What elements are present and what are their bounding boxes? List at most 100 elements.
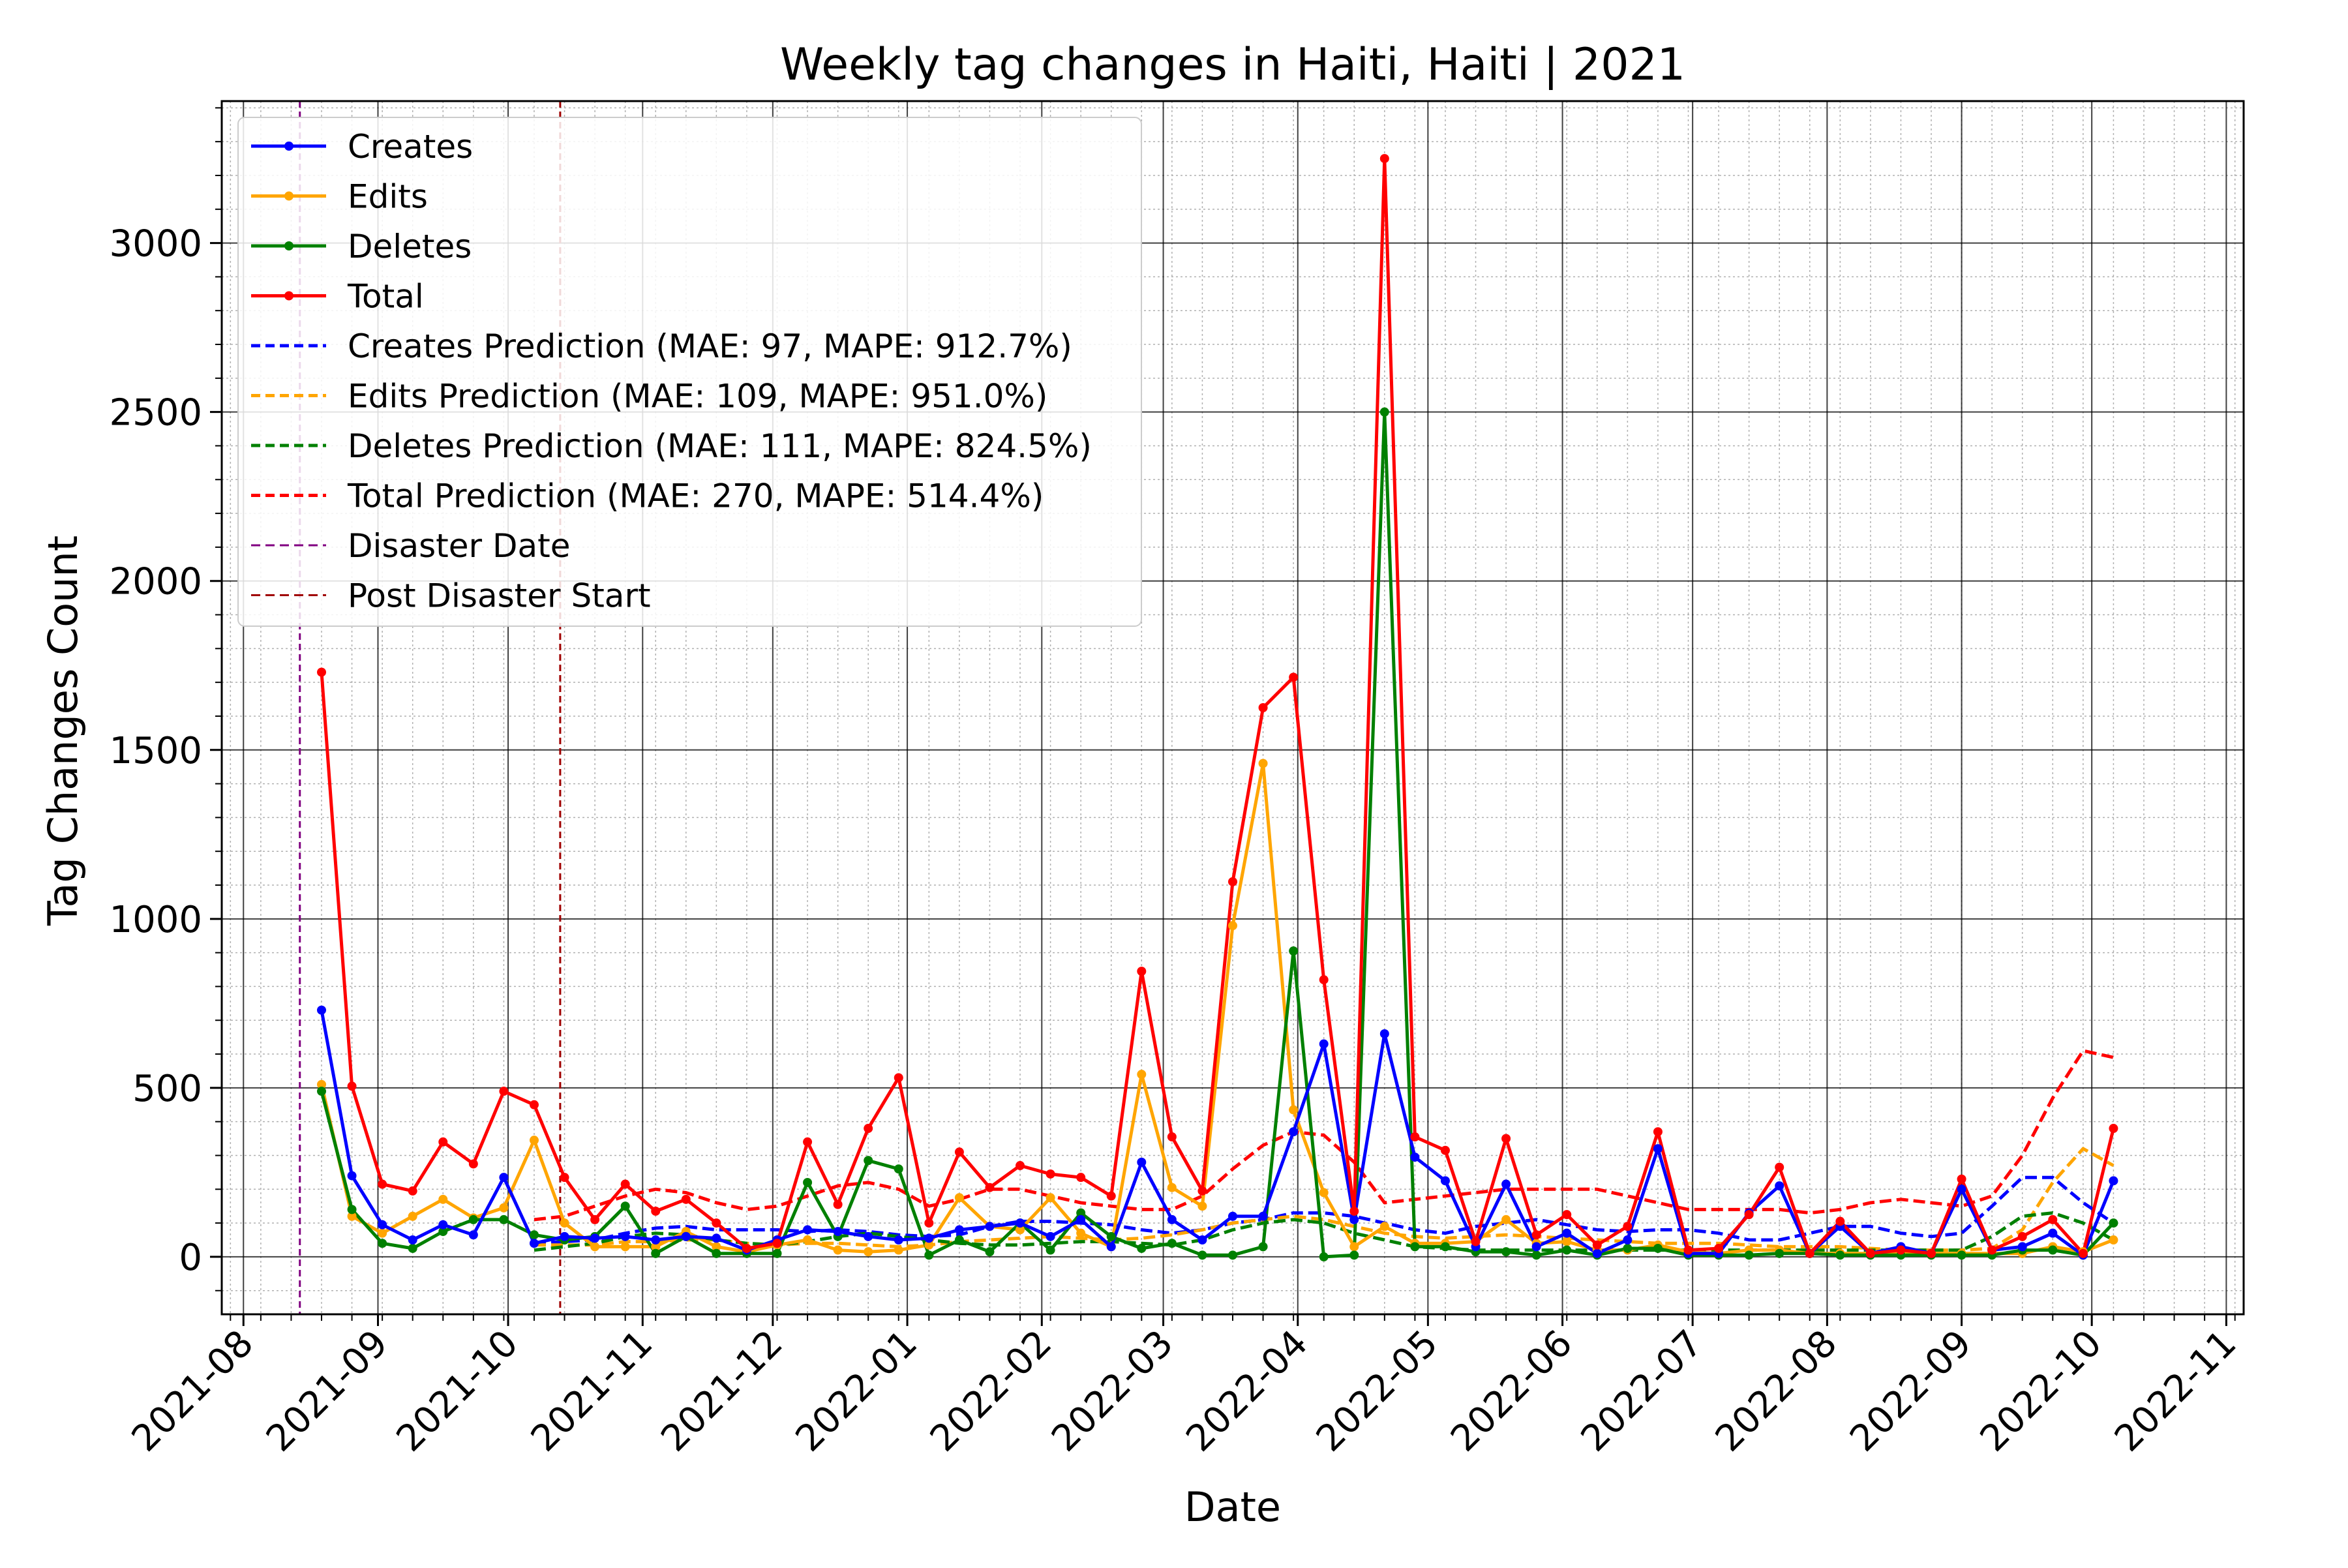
data-point-deletes xyxy=(985,1247,995,1257)
data-point-total xyxy=(1531,1230,1541,1240)
data-point-creates xyxy=(1440,1176,1450,1186)
data-point-total xyxy=(1714,1243,1724,1253)
data-point-total xyxy=(1167,1132,1177,1141)
y-axis-label: Tag Changes Count xyxy=(39,535,87,926)
data-point-total xyxy=(651,1206,661,1216)
data-point-creates xyxy=(1957,1184,1966,1194)
data-point-edits xyxy=(620,1242,630,1252)
legend-label: Disaster Date xyxy=(348,527,570,565)
data-point-total xyxy=(2109,1124,2118,1134)
data-point-edits xyxy=(438,1194,448,1204)
legend-label: Total Prediction (MAE: 270, MAPE: 514.4%… xyxy=(347,477,1044,515)
series-line-deletes xyxy=(320,410,2115,1259)
legend-label: Total xyxy=(347,278,424,316)
data-point-total xyxy=(1258,703,1268,712)
legend-marker xyxy=(284,142,294,151)
data-point-deletes xyxy=(924,1250,934,1260)
data-point-deletes xyxy=(1623,1243,1633,1253)
data-point-creates xyxy=(408,1235,417,1245)
legend: Creates Edits Deletes Total Creates Predicti… xyxy=(237,117,1142,627)
data-point-total xyxy=(1440,1145,1450,1155)
data-point-total xyxy=(1076,1173,1086,1183)
data-point-total xyxy=(1957,1174,1966,1184)
data-point-creates xyxy=(499,1173,509,1183)
series-line-creates-prediction xyxy=(534,1175,2115,1245)
data-point-total xyxy=(1046,1169,1055,1179)
y-tick-label: 500 xyxy=(132,1068,202,1110)
axis-ticks xyxy=(210,107,2236,1326)
data-point-creates xyxy=(1137,1157,1147,1167)
data-point-edits xyxy=(1562,1237,1572,1246)
data-point-total xyxy=(590,1214,600,1224)
data-point-creates xyxy=(1076,1214,1086,1224)
data-point-deletes xyxy=(651,1248,661,1258)
data-point-creates xyxy=(438,1220,448,1229)
data-point-creates xyxy=(1562,1228,1572,1238)
data-point-total xyxy=(1744,1210,1754,1220)
legend-label: Deletes Prediction (MAE: 111, MAPE: 824.… xyxy=(348,427,1092,465)
data-point-total xyxy=(1775,1162,1784,1172)
data-point-total xyxy=(1987,1245,1997,1255)
data-point-edits xyxy=(894,1245,903,1255)
data-point-creates xyxy=(317,1005,327,1015)
data-point-edits xyxy=(529,1136,539,1145)
data-point-total xyxy=(2048,1214,2058,1224)
data-point-total xyxy=(317,667,327,677)
data-point-creates xyxy=(1349,1214,1359,1224)
data-point-edits xyxy=(499,1203,509,1213)
data-point-total xyxy=(985,1183,995,1192)
data-point-creates xyxy=(1258,1211,1268,1221)
data-point-deletes xyxy=(1957,1250,1966,1260)
data-point-creates xyxy=(1228,1211,1237,1221)
data-point-creates xyxy=(1046,1231,1055,1241)
data-point-edits xyxy=(833,1245,843,1255)
data-point-deletes xyxy=(894,1164,903,1174)
data-point-edits xyxy=(1016,1225,1025,1235)
data-point-creates xyxy=(1592,1248,1602,1258)
data-point-deletes xyxy=(1197,1250,1207,1260)
data-point-deletes xyxy=(1228,1250,1237,1260)
data-point-edits xyxy=(560,1218,569,1228)
y-tick-label: 2000 xyxy=(109,561,202,603)
data-point-edits xyxy=(1289,1105,1299,1115)
data-point-creates xyxy=(620,1231,630,1241)
data-point-edits xyxy=(651,1242,661,1252)
data-point-total xyxy=(1137,967,1147,976)
data-point-deletes xyxy=(1076,1208,1086,1218)
data-point-edits xyxy=(1197,1201,1207,1211)
y-tick-label: 2500 xyxy=(109,392,202,434)
chart-title: Weekly tag changes in Haiti, Haiti | 202… xyxy=(780,39,1685,91)
data-point-creates xyxy=(560,1231,569,1241)
data-point-creates xyxy=(1410,1153,1420,1162)
data-point-total xyxy=(1016,1161,1025,1171)
data-point-deletes xyxy=(1379,407,1389,417)
data-point-total xyxy=(620,1179,630,1189)
data-point-deletes xyxy=(2048,1245,2058,1255)
data-point-creates xyxy=(347,1171,357,1181)
data-point-total xyxy=(1562,1210,1572,1220)
data-point-edits xyxy=(1349,1242,1359,1252)
data-point-total xyxy=(1653,1127,1663,1137)
data-point-deletes xyxy=(438,1227,448,1237)
data-point-total xyxy=(468,1159,478,1169)
data-point-total xyxy=(803,1137,813,1147)
data-point-deletes xyxy=(1744,1250,1754,1260)
data-point-total xyxy=(1896,1245,1906,1255)
data-point-creates xyxy=(1319,1039,1329,1049)
data-point-creates xyxy=(2048,1228,2058,1238)
data-point-edits xyxy=(924,1240,934,1250)
legend-label: Creates Prediction (MAE: 97, MAPE: 912.7… xyxy=(348,327,1072,365)
data-point-total xyxy=(1106,1191,1116,1201)
data-point-creates xyxy=(1653,1144,1663,1154)
data-point-total xyxy=(2017,1231,2027,1241)
data-point-total xyxy=(408,1186,417,1196)
data-point-total xyxy=(1410,1132,1420,1141)
data-point-total xyxy=(772,1239,782,1248)
data-point-deletes xyxy=(1440,1242,1450,1252)
data-point-deletes xyxy=(468,1214,478,1224)
data-point-deletes xyxy=(1531,1250,1541,1260)
data-point-total xyxy=(864,1124,873,1134)
data-point-deletes xyxy=(1289,946,1299,956)
